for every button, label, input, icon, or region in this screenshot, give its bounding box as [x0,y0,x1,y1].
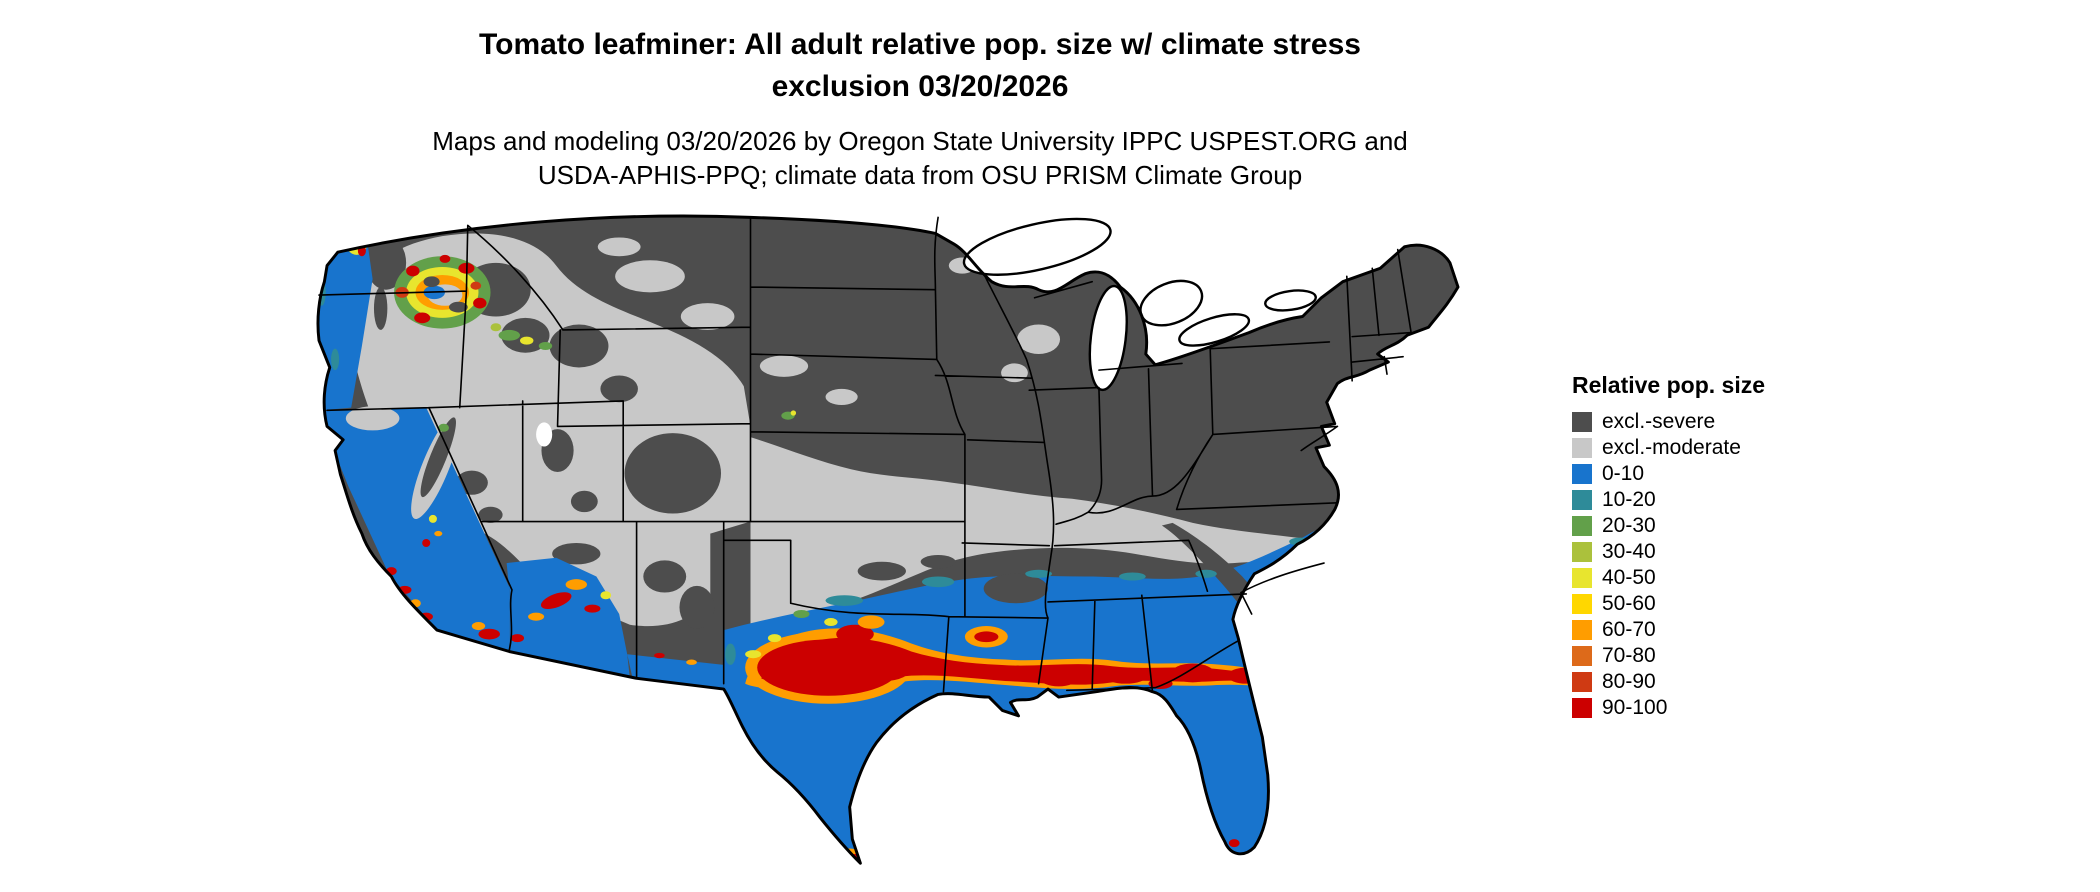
legend: Relative pop. size excl.-severe excl.-mod… [1572,372,1765,721]
legend-item: 30-40 [1572,539,1765,565]
us-map [316,214,1460,865]
legend-swatch [1572,646,1592,666]
map-title-line2: exclusion 03/20/2026 [771,70,1069,103]
legend-item-label: 80-90 [1602,670,1656,693]
region-southwest-hotspots [386,410,797,665]
legend-item-label: 30-40 [1602,540,1656,563]
legend-swatch [1572,568,1592,588]
map-subtitle: Maps and modeling 03/20/2026 by Oregon S… [320,124,1520,192]
lake-superior [962,217,1112,276]
state-borders [318,216,1412,693]
legend-item-label: 60-70 [1602,618,1656,641]
legend-item: 40-50 [1572,565,1765,591]
legend-item-label: excl.-severe [1602,410,1716,433]
legend-item: 80-90 [1572,669,1765,695]
legend-swatch [1572,620,1592,640]
legend-swatch [1572,516,1592,536]
legend-item: 60-70 [1572,617,1765,643]
legend-items: excl.-severe excl.-moderate 0-10 10-20 20-30… [1572,409,1765,721]
legend-item-label: 0-10 [1602,462,1645,485]
map-raster-regions [317,216,1459,864]
legend-item-label: 10-20 [1602,488,1656,511]
lake-michigan [1088,284,1128,392]
us-outline [316,214,1460,865]
map-title-line1: Tomato leafminer: All adult relative pop… [479,28,1361,61]
legend-item: 20-30 [1572,513,1765,539]
lake-erie [1178,313,1251,347]
legend-item-label: 50-60 [1602,592,1656,615]
legend-item: 0-10 [1572,461,1765,487]
legend-swatch [1572,490,1592,510]
map-subtitle-line2: USDA-APHIS-PPQ; climate data from OSU PR… [537,160,1303,190]
great-lakes [962,217,1317,392]
map-subtitle-line1: Maps and modeling 03/20/2026 by Oregon S… [432,126,1408,156]
legend-item: 70-80 [1572,643,1765,669]
legend-item-label: 70-80 [1602,644,1656,667]
region-moderate-overlays [345,287,1267,617]
map-area [308,212,1528,882]
legend-title: Relative pop. size [1572,372,1766,398]
great-salt-lake [536,422,553,447]
legend-item: 50-60 [1572,591,1765,617]
legend-item-label: 20-30 [1602,514,1656,537]
legend-item-label: excl.-moderate [1602,436,1741,459]
legend-item: excl.-moderate [1572,435,1765,461]
legend-swatch [1572,412,1592,432]
lake-ontario [1264,289,1317,312]
legend-item-label: 40-50 [1602,566,1656,589]
legend-swatch [1572,542,1592,562]
legend-item-label: 90-100 [1602,696,1668,719]
legend-swatch [1572,698,1592,718]
legend-swatch [1572,594,1592,614]
legend-item: 10-20 [1572,487,1765,513]
region-florida-hotspots [1228,839,1240,848]
map-title: Tomato leafminer: All adult relative pop… [320,24,1520,108]
legend-swatch [1572,438,1592,458]
region-hot-band [745,609,1316,864]
legend-swatch [1572,672,1592,692]
legend-swatch [1572,464,1592,484]
legend-item: 90-100 [1572,695,1765,721]
legend-item: excl.-severe [1572,409,1765,435]
